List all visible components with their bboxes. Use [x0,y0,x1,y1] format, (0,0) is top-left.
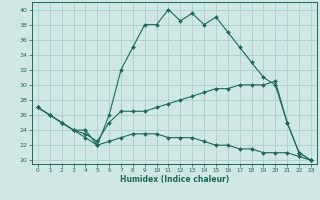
X-axis label: Humidex (Indice chaleur): Humidex (Indice chaleur) [120,175,229,184]
